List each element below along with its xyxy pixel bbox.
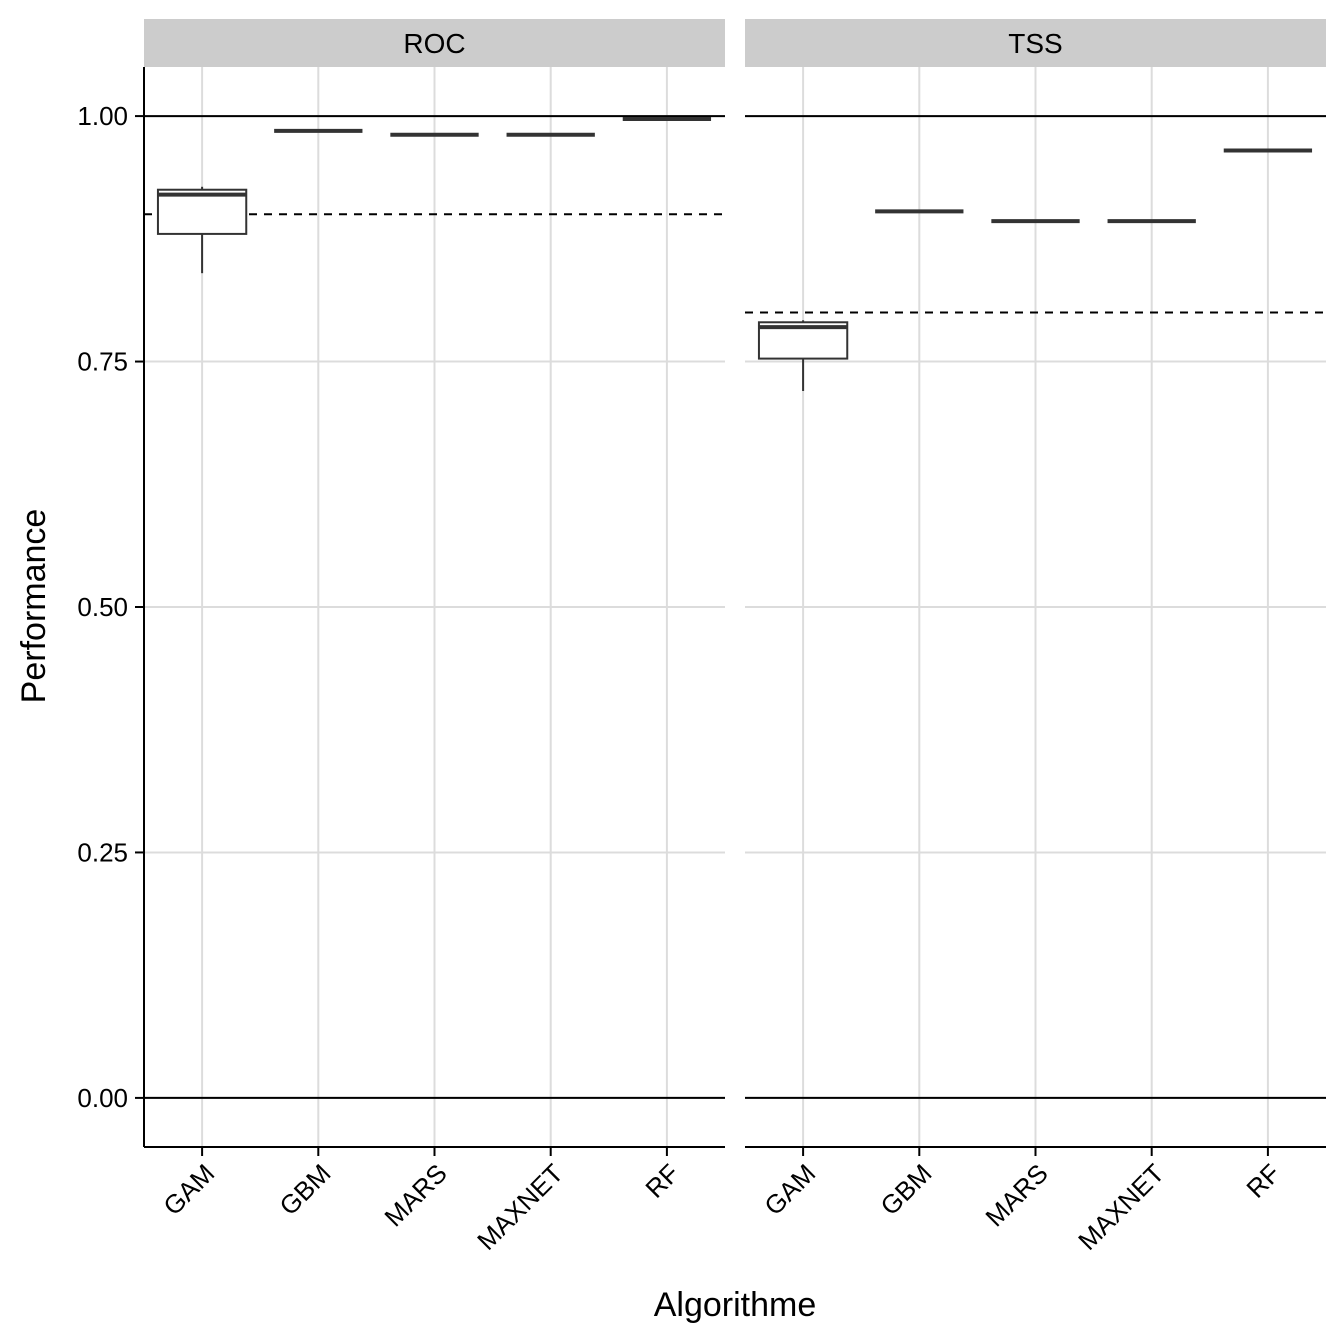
strip-label: TSS xyxy=(1008,28,1062,59)
panel-roc: ROC GAM GBM MARS MAXNET RF 0.00 0.25 0.50 0.75 1.0… xyxy=(77,19,725,1256)
panel-tss: TSS GAM GBM MARS MAXNET RF xyxy=(745,19,1326,1256)
y-tick-label: 0.75 xyxy=(77,347,128,377)
facet-panels: ROC GAM GBM MARS MAXNET RF 0.00 0.25 0.50 0.75 1.0… xyxy=(77,19,1326,1256)
box-gam xyxy=(156,186,248,274)
x-tick-label: MAXNET xyxy=(1072,1158,1170,1256)
x-tick-label: MARS xyxy=(378,1158,452,1232)
strip-background xyxy=(745,19,1326,67)
x-tick-label: MARS xyxy=(979,1158,1053,1232)
x-tick-label: RF xyxy=(639,1158,685,1204)
y-tick-label: 0.25 xyxy=(77,837,128,867)
y-axis-title: Performance xyxy=(15,509,53,704)
x-tick-label: GBM xyxy=(273,1158,336,1221)
box-body xyxy=(156,188,248,235)
x-tick-label: MAXNET xyxy=(471,1158,569,1256)
x-tick-label: GAM xyxy=(758,1158,821,1221)
y-tick-label: 1.00 xyxy=(77,101,128,131)
y-tick-label: 0.00 xyxy=(77,1083,128,1113)
strip-label: ROC xyxy=(403,28,465,59)
x-axis-title: Algorithme xyxy=(654,1286,817,1324)
box-gam xyxy=(757,320,849,391)
x-tick-label: GBM xyxy=(874,1158,937,1221)
x-tick-label: RF xyxy=(1240,1158,1286,1204)
x-tick-label: GAM xyxy=(157,1158,220,1221)
y-tick-label: 0.50 xyxy=(77,592,128,622)
strip-background xyxy=(144,19,725,67)
